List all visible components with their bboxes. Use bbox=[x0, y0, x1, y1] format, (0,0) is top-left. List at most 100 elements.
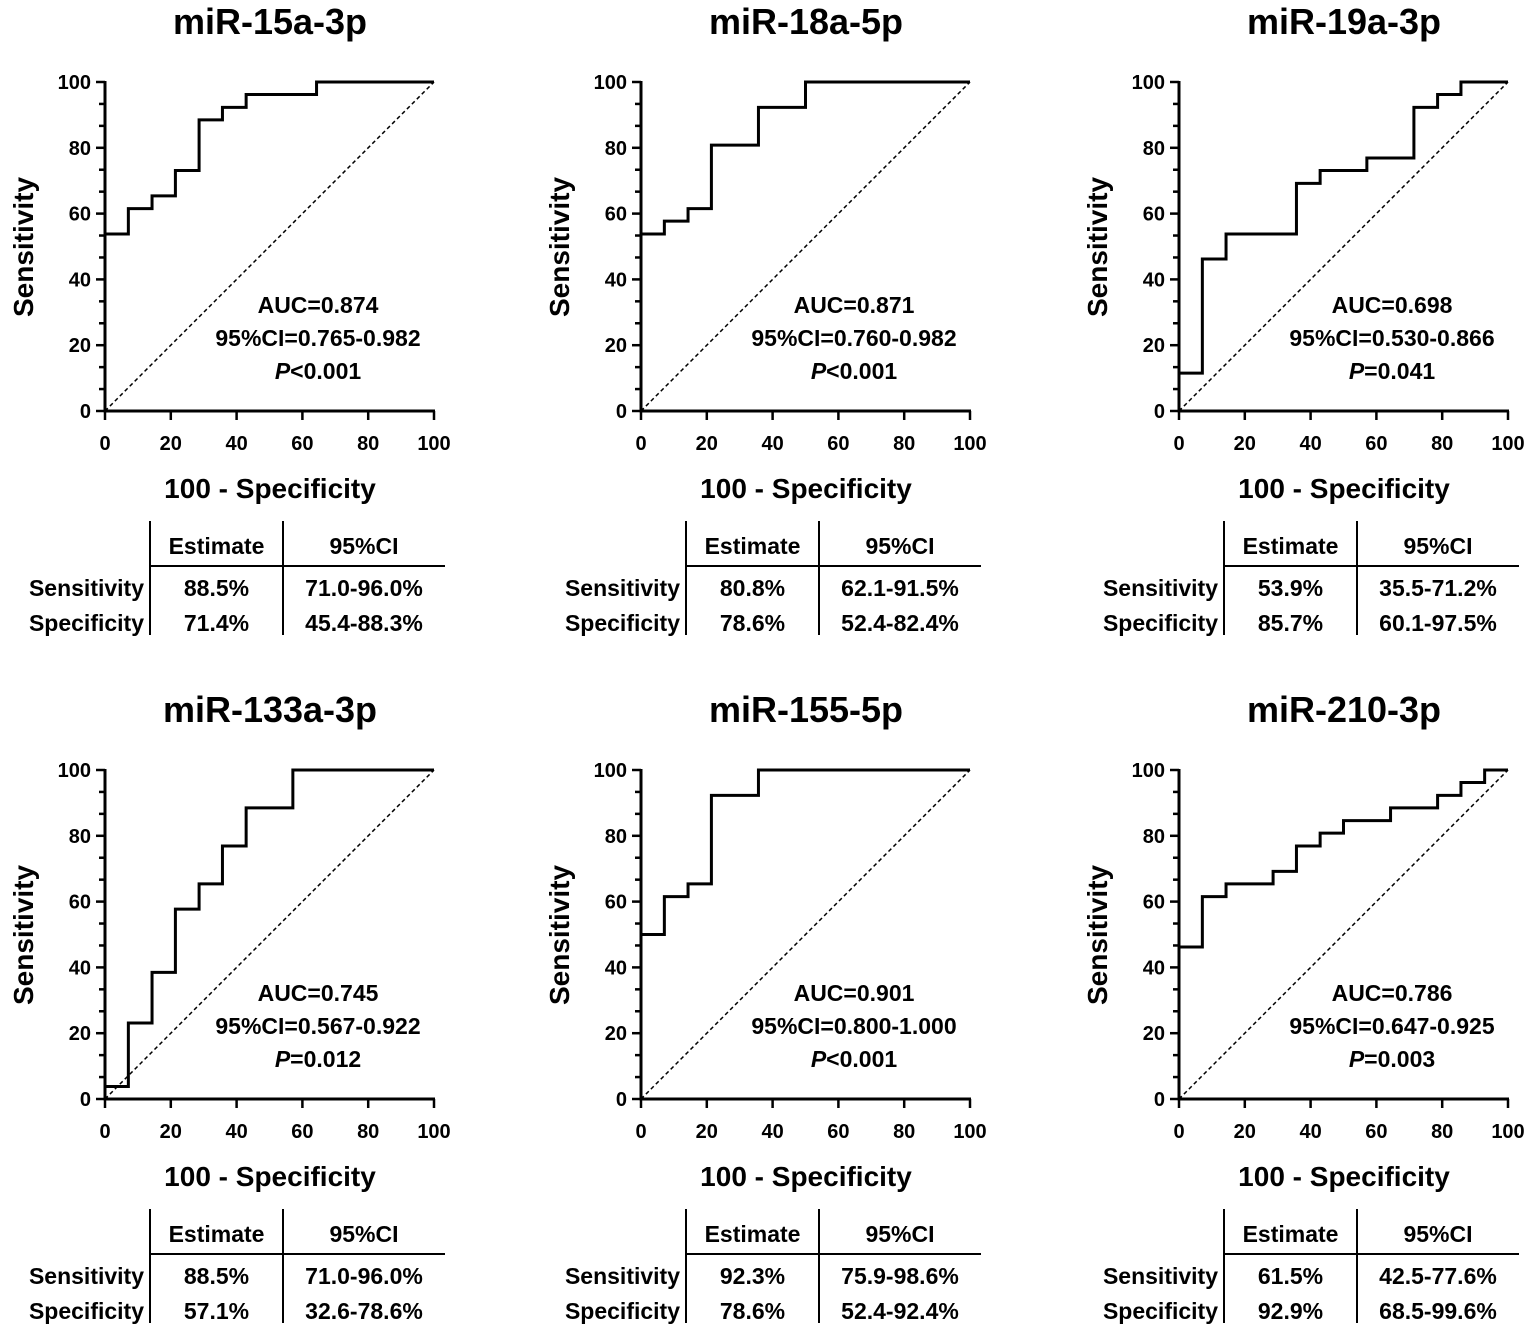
p-value: <0.001 bbox=[290, 358, 361, 384]
y-tick-label: 20 bbox=[69, 1023, 91, 1045]
roc-curve bbox=[641, 80, 970, 236]
estimate-table: Estimate 95%CI Sensitivity 80.8% 62.1-91.5% S… bbox=[565, 521, 981, 636]
x-tick-label: 40 bbox=[225, 433, 247, 455]
y-axis-label: Sensitivity bbox=[544, 865, 575, 1005]
p-symbol: P bbox=[811, 358, 827, 384]
y-tick-label: 40 bbox=[69, 957, 91, 979]
table-cell-estimate: 57.1% bbox=[184, 1298, 249, 1324]
p-value-label: P<0.001 bbox=[275, 358, 362, 384]
p-value: <0.001 bbox=[826, 358, 897, 384]
x-tick-label: 0 bbox=[99, 433, 110, 455]
y-axis-label: Sensitivity bbox=[8, 865, 39, 1005]
p-value: =0.041 bbox=[1364, 358, 1435, 384]
x-tick-label: 40 bbox=[1299, 1121, 1321, 1143]
x-tick-label: 0 bbox=[1173, 1121, 1184, 1143]
y-axis-label: Sensitivity bbox=[1082, 177, 1113, 317]
table-row-label: Sensitivity bbox=[1103, 575, 1218, 601]
table-cell-estimate: 61.5% bbox=[1258, 1263, 1323, 1289]
x-tick-label: 100 bbox=[953, 1121, 986, 1143]
x-axis-label: 100 - Specificity bbox=[1238, 1161, 1450, 1192]
roc-panel: miR-19a-3p 0 20 40 60 80 100 0 20 40 60 80 100 100 - … bbox=[1082, 1, 1525, 636]
p-value: =0.003 bbox=[1364, 1046, 1435, 1072]
auc-label: AUC=0.871 bbox=[794, 292, 915, 318]
table-cell-estimate: 78.6% bbox=[720, 610, 785, 636]
p-symbol: P bbox=[275, 358, 291, 384]
y-tick-label: 20 bbox=[69, 335, 91, 357]
x-tick-label: 100 bbox=[953, 433, 986, 455]
ci-label: 95%CI=0.760-0.982 bbox=[751, 325, 956, 351]
table-cell-ci: 60.1-97.5% bbox=[1379, 610, 1497, 636]
table-cell-ci: 75.9-98.6% bbox=[841, 1263, 959, 1289]
table-row-label: Sensitivity bbox=[565, 1263, 680, 1289]
table-header: Estimate bbox=[169, 533, 265, 559]
table-cell-estimate: 88.5% bbox=[184, 575, 249, 601]
x-tick-label: 60 bbox=[1365, 1121, 1387, 1143]
table-header: 95%CI bbox=[329, 1221, 398, 1247]
table-row-label: Specificity bbox=[1103, 610, 1218, 636]
roc-panel: miR-155-5p 0 20 40 60 80 100 0 20 40 60 80 100 100 - … bbox=[544, 689, 987, 1324]
x-tick-label: 100 bbox=[417, 433, 450, 455]
table-header: 95%CI bbox=[865, 1221, 934, 1247]
p-symbol: P bbox=[275, 1046, 291, 1072]
table-header: Estimate bbox=[169, 1221, 265, 1247]
x-tick-label: 80 bbox=[357, 1121, 379, 1143]
estimate-table: Estimate 95%CI Sensitivity 53.9% 35.5-71.2% S… bbox=[1103, 521, 1519, 636]
y-tick-label: 20 bbox=[605, 1023, 627, 1045]
panel-title: miR-210-3p bbox=[1247, 689, 1441, 730]
x-tick-label: 80 bbox=[893, 433, 915, 455]
y-tick-label: 60 bbox=[69, 204, 91, 226]
p-value-label: P=0.012 bbox=[275, 1046, 361, 1072]
ci-label: 95%CI=0.800-1.000 bbox=[751, 1013, 956, 1039]
x-tick-label: 100 bbox=[417, 1121, 450, 1143]
x-tick-label: 100 bbox=[1491, 1121, 1524, 1143]
y-tick-label: 80 bbox=[605, 138, 627, 160]
y-tick-label: 40 bbox=[605, 957, 627, 979]
reference-line bbox=[1178, 769, 1509, 1100]
y-tick-label: 40 bbox=[69, 269, 91, 291]
x-axis-label: 100 - Specificity bbox=[700, 1161, 912, 1192]
table-cell-ci: 52.4-82.4% bbox=[841, 610, 959, 636]
panel-title: miR-18a-5p bbox=[709, 1, 903, 42]
reference-line bbox=[640, 769, 971, 1100]
table-cell-estimate: 92.9% bbox=[1258, 1298, 1323, 1324]
x-axis-label: 100 - Specificity bbox=[700, 473, 912, 504]
p-value-label: P<0.001 bbox=[811, 358, 898, 384]
x-tick-label: 40 bbox=[761, 433, 783, 455]
y-tick-label: 0 bbox=[616, 401, 627, 423]
x-tick-label: 40 bbox=[225, 1121, 247, 1143]
table-header: Estimate bbox=[705, 1221, 801, 1247]
table-cell-estimate: 80.8% bbox=[720, 575, 785, 601]
table-row-label: Specificity bbox=[1103, 1298, 1218, 1324]
table-header: 95%CI bbox=[1403, 1221, 1472, 1247]
y-tick-label: 100 bbox=[58, 72, 91, 94]
x-axis-label: 100 - Specificity bbox=[164, 473, 376, 504]
p-symbol: P bbox=[811, 1046, 827, 1072]
x-tick-label: 60 bbox=[291, 1121, 313, 1143]
table-row-label: Specificity bbox=[29, 1298, 144, 1324]
x-tick-label: 60 bbox=[827, 1121, 849, 1143]
y-tick-label: 20 bbox=[605, 335, 627, 357]
y-tick-label: 60 bbox=[605, 892, 627, 914]
p-symbol: P bbox=[1349, 1046, 1365, 1072]
ci-label: 95%CI=0.765-0.982 bbox=[215, 325, 420, 351]
roc-curve bbox=[105, 80, 434, 236]
y-tick-label: 0 bbox=[80, 401, 91, 423]
x-tick-label: 40 bbox=[761, 1121, 783, 1143]
y-tick-label: 100 bbox=[58, 760, 91, 782]
y-tick-label: 60 bbox=[605, 204, 627, 226]
y-tick-label: 40 bbox=[1143, 269, 1165, 291]
y-tick-label: 60 bbox=[69, 892, 91, 914]
y-tick-label: 40 bbox=[1143, 957, 1165, 979]
table-header: Estimate bbox=[705, 533, 801, 559]
estimate-table: Estimate 95%CI Sensitivity 61.5% 42.5-77.6% S… bbox=[1103, 1209, 1519, 1324]
table-header: 95%CI bbox=[865, 533, 934, 559]
y-tick-label: 80 bbox=[69, 826, 91, 848]
y-tick-label: 100 bbox=[1132, 760, 1165, 782]
x-tick-label: 0 bbox=[635, 433, 646, 455]
reference-line bbox=[640, 81, 971, 412]
estimate-table: Estimate 95%CI Sensitivity 88.5% 71.0-96.0% S… bbox=[29, 1209, 445, 1324]
roc-panel: miR-210-3p 0 20 40 60 80 100 0 20 40 60 80 100 100 - … bbox=[1082, 689, 1525, 1324]
table-cell-ci: 62.1-91.5% bbox=[841, 575, 959, 601]
x-tick-label: 20 bbox=[696, 433, 718, 455]
